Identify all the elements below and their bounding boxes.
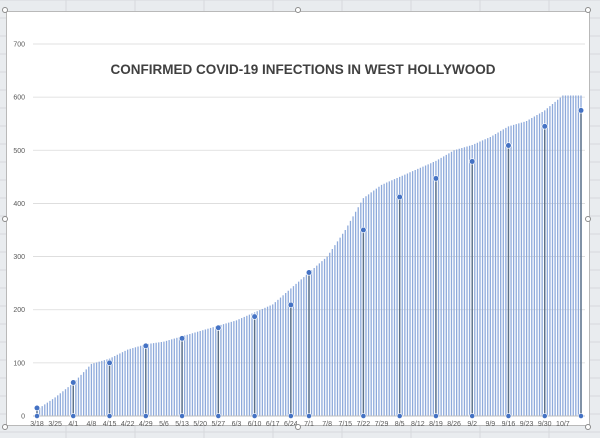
x-tick-label: 6/24 xyxy=(284,421,298,427)
x-tick-label: 7/29 xyxy=(375,421,389,427)
resize-handle-right[interactable] xyxy=(585,216,591,222)
y-tick-label: 200 xyxy=(13,307,25,314)
data-point-marker[interactable] xyxy=(396,193,403,201)
x-tick-label: 8/26 xyxy=(447,421,461,427)
baseline-marker xyxy=(433,413,439,419)
baseline-marker xyxy=(469,413,476,419)
data-point-marker[interactable] xyxy=(142,342,149,349)
data-point-marker[interactable] xyxy=(106,359,113,366)
baseline-marker xyxy=(541,413,548,419)
data-point-marker[interactable] xyxy=(251,313,258,320)
y-tick-label: 300 xyxy=(13,254,25,261)
x-tick-label: 8/5 xyxy=(395,421,405,427)
y-tick-label: 400 xyxy=(13,201,25,208)
data-point-marker[interactable] xyxy=(469,158,476,165)
x-tick-label: 4/29 xyxy=(139,421,153,427)
chart-area[interactable]: 0 100 200 300 400 500 600 700 3/18 3/25 4/1 4/8 4/15… xyxy=(6,11,590,427)
x-tick-label: 8/12 xyxy=(411,421,425,427)
data-point-marker[interactable] xyxy=(305,269,313,276)
x-tick-label: 5/6 xyxy=(159,421,169,427)
y-tick-label: 500 xyxy=(13,148,25,155)
x-tick-label: 4/22 xyxy=(121,421,135,427)
x-tick-label: 4/8 xyxy=(87,421,97,427)
x-tick-label: 7/1 xyxy=(304,421,314,427)
data-point-marker[interactable] xyxy=(33,404,41,412)
x-tick-label: 8/19 xyxy=(429,421,443,427)
x-tick-label: 5/27 xyxy=(212,421,226,427)
x-tick-label: 9/9 xyxy=(485,421,495,427)
data-point-marker[interactable] xyxy=(287,301,294,309)
x-tick-label: 6/17 xyxy=(266,421,280,427)
baseline-marker xyxy=(505,413,512,419)
data-point-marker[interactable] xyxy=(360,226,367,234)
baseline-marker xyxy=(251,413,258,419)
baseline-marker xyxy=(287,413,294,419)
data-point-marker[interactable] xyxy=(541,123,548,130)
x-tick-label: 7/8 xyxy=(322,421,332,427)
x-tick-label: 3/18 xyxy=(30,421,44,427)
baseline-marker xyxy=(396,413,403,419)
baseline-marker xyxy=(179,413,185,419)
resize-handle-bottom[interactable] xyxy=(295,424,301,430)
x-tick-label: 7/22 xyxy=(357,421,371,427)
y-tick-label: 100 xyxy=(13,360,25,367)
x-tick-label: 5/13 xyxy=(175,421,189,427)
baseline-marker xyxy=(215,413,222,419)
baseline-marker xyxy=(142,413,149,419)
x-tick-label: 7/15 xyxy=(338,421,352,427)
baseline-marker xyxy=(360,413,367,419)
resize-handle-bottom-right[interactable] xyxy=(585,424,591,430)
chart-title: CONFIRMED COVID-19 INFECTIONS IN WEST HO… xyxy=(110,62,495,77)
y-tick-label: 0 xyxy=(21,414,25,421)
y-tick-label: 600 xyxy=(13,95,25,102)
x-tick-label: 6/10 xyxy=(248,421,262,427)
x-tick-label: 6/3 xyxy=(232,421,242,427)
x-tick-label: 9/2 xyxy=(467,421,477,427)
resize-handle-top-left[interactable] xyxy=(2,7,8,13)
x-tick-label: 4/15 xyxy=(103,421,117,427)
resize-handle-top-right[interactable] xyxy=(585,7,591,13)
x-tick-label: 5/20 xyxy=(193,421,207,427)
resize-handle-top[interactable] xyxy=(295,7,301,13)
data-point-marker[interactable] xyxy=(178,335,186,342)
x-tick-label: 9/30 xyxy=(538,421,552,427)
bar-chart: 0 100 200 300 400 500 600 700 3/18 3/25 4/1 4/8 4/15… xyxy=(13,42,585,427)
y-tick-label: 700 xyxy=(13,42,25,49)
baseline-marker xyxy=(306,413,312,419)
x-tick-label: 4/1 xyxy=(68,421,78,427)
baseline-marker xyxy=(34,413,40,419)
data-point-marker[interactable] xyxy=(215,324,222,331)
x-tick-label: 10/7 xyxy=(556,421,570,427)
baseline-marker xyxy=(578,413,584,419)
baseline-marker xyxy=(70,413,77,419)
baseline-marker xyxy=(106,413,113,419)
resize-handle-left[interactable] xyxy=(2,216,8,222)
resize-handle-bottom-left[interactable] xyxy=(2,424,8,430)
x-tick-label: 3/25 xyxy=(48,421,62,427)
data-point-marker[interactable] xyxy=(505,142,512,149)
data-point-marker[interactable] xyxy=(577,107,585,114)
data-point-marker[interactable] xyxy=(432,175,440,182)
x-tick-label: 9/16 xyxy=(502,421,516,427)
x-tick-label: 9/23 xyxy=(520,421,534,427)
data-point-marker[interactable] xyxy=(70,379,77,386)
